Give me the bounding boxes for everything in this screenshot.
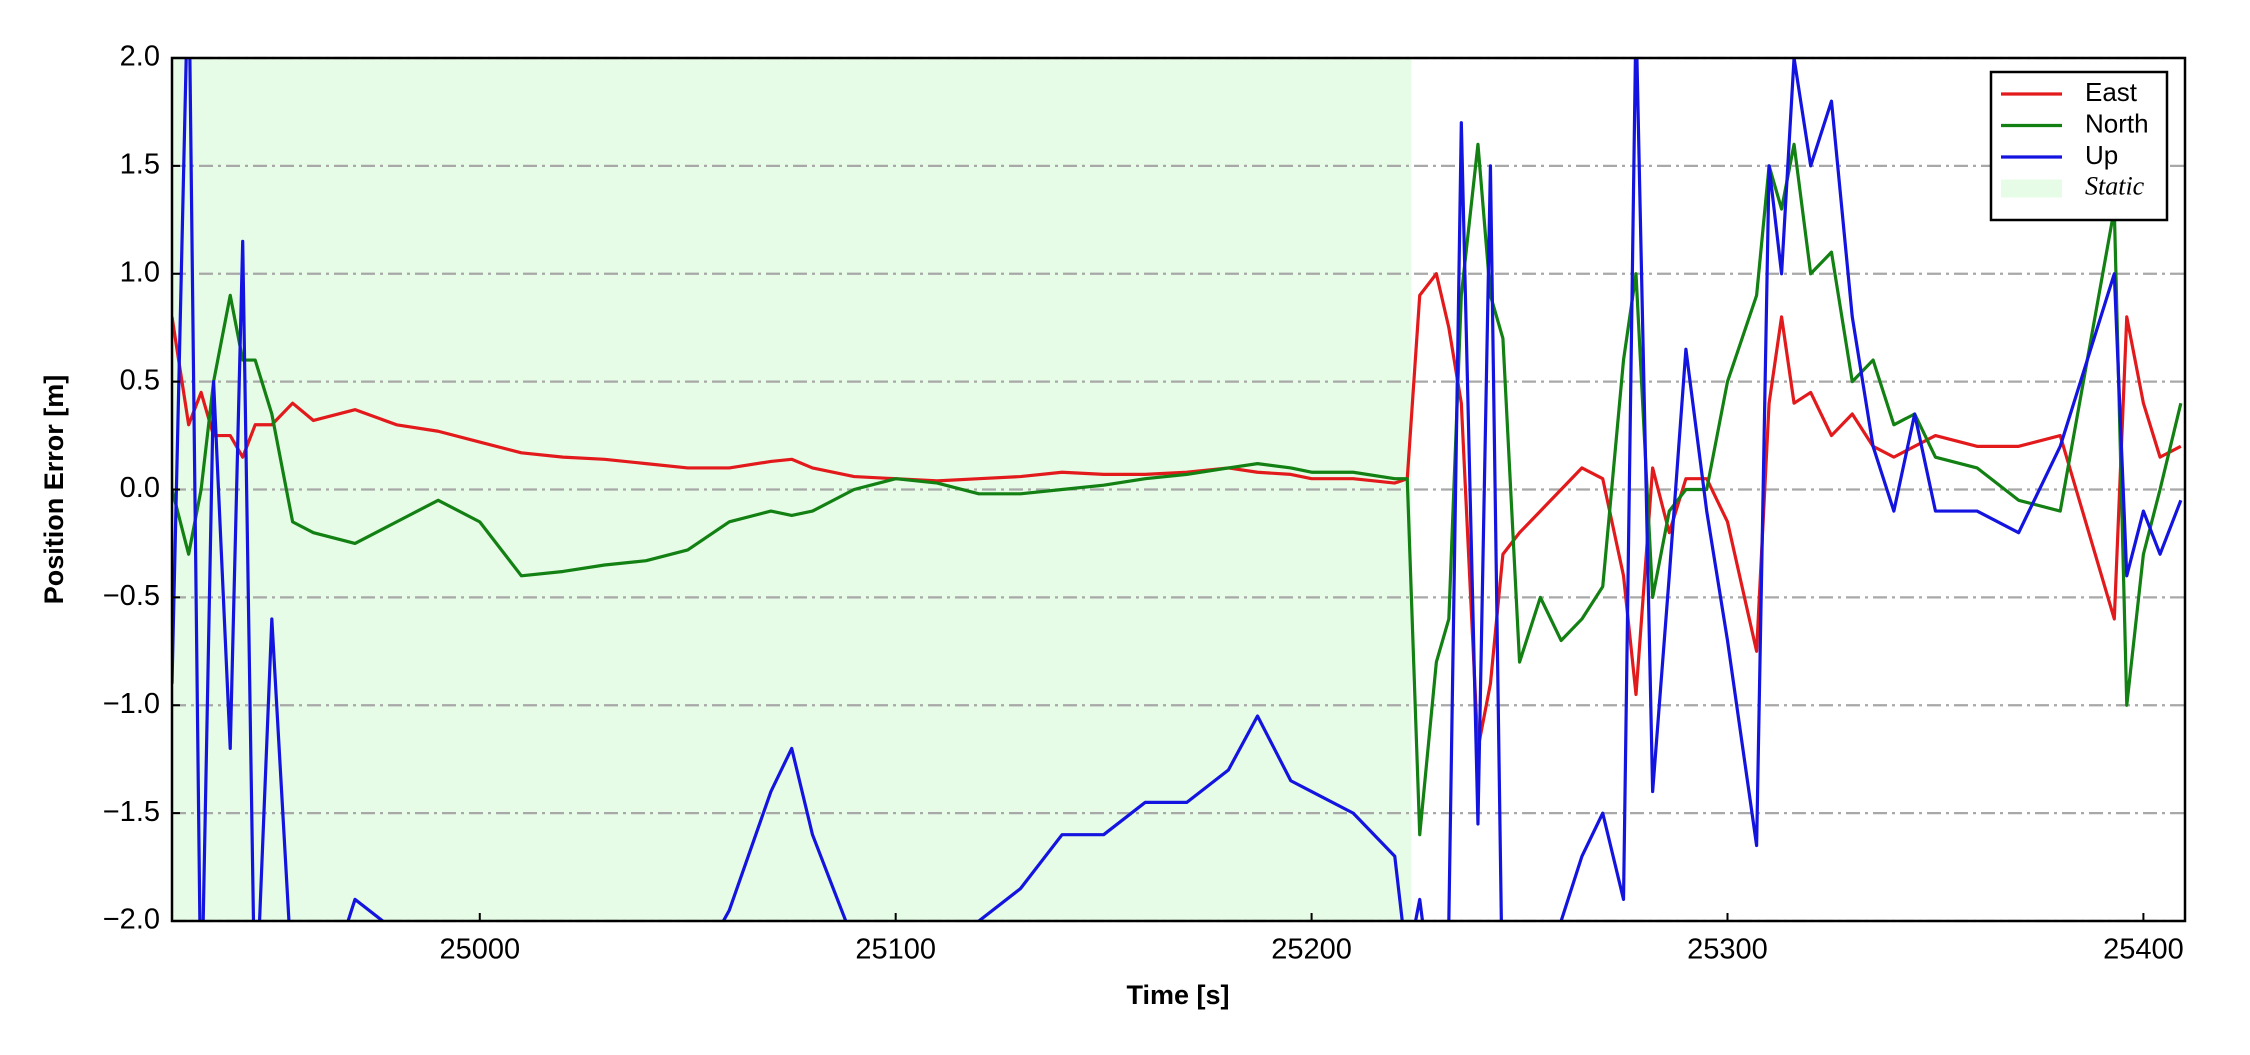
legend-label: Static [2085, 171, 2145, 200]
x-tick-label: 25200 [1271, 934, 1352, 966]
series-line [172, 142, 2183, 837]
x-tick-label: 25000 [439, 934, 520, 966]
x-axis-label: Time [s] [1126, 980, 1229, 1010]
x-tick-label: 25300 [1687, 934, 1768, 966]
legend-label: North [2085, 108, 2149, 138]
y-tick-label: −2.0 [103, 904, 160, 936]
y-tick-label: 0.0 [120, 472, 160, 504]
x-tick-label: 25400 [2103, 934, 2184, 966]
y-tick-label: 0.5 [120, 364, 160, 396]
legend-label: Up [2085, 140, 2118, 170]
ticks: −2.0 −1.5 −1.0 −0.5 0.0 0.5 1.0 1.5 2.0 25000 2510… [103, 41, 2184, 966]
y-tick-label: 1.0 [120, 256, 160, 288]
legend-swatch [2001, 179, 2062, 198]
series-line [172, 58, 2183, 921]
y-tick-label: 2.0 [120, 41, 160, 73]
y-axis-label: Position Error [m] [39, 375, 69, 605]
x-tick-label: 25100 [855, 934, 936, 966]
legend-label: East [2085, 77, 2138, 107]
y-tick-label: −1.5 [103, 796, 160, 828]
lines [172, 58, 2183, 921]
y-tick-label: 1.5 [120, 149, 160, 181]
y-tick-label: −0.5 [103, 580, 160, 612]
y-tick-label: −1.0 [103, 688, 160, 720]
